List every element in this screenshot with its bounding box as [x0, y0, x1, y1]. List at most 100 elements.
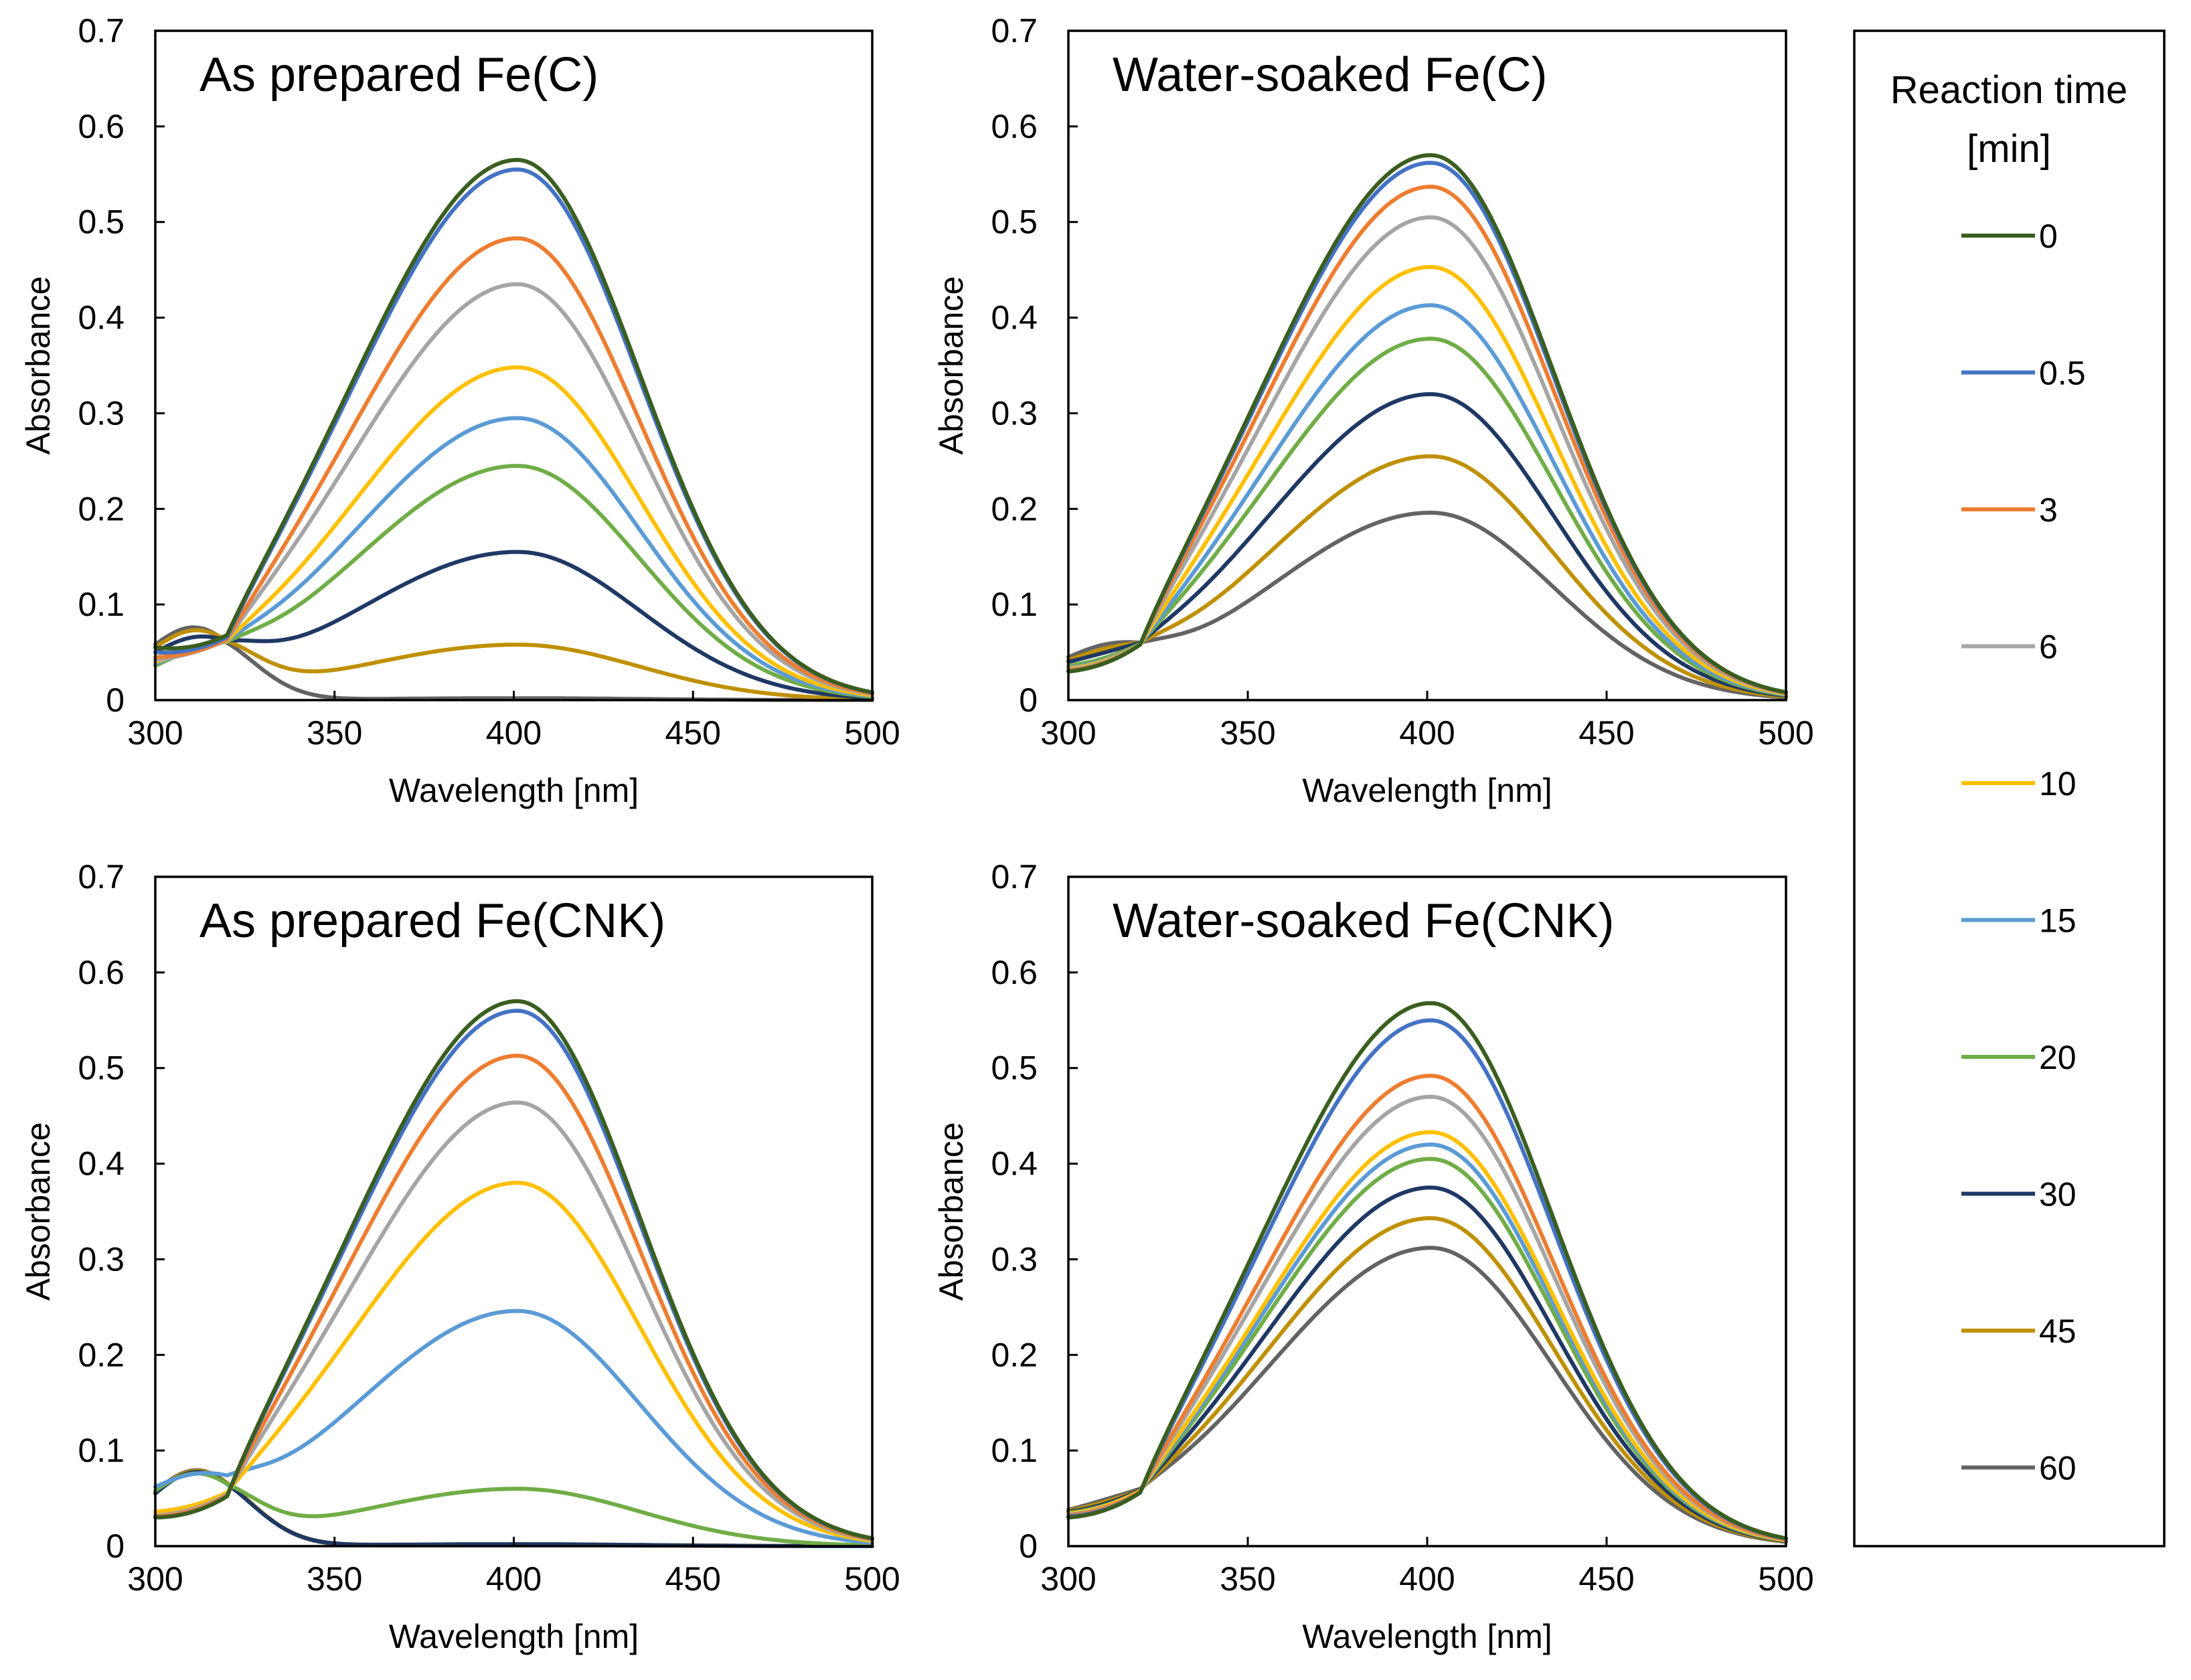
- legend-title-line: Reaction time: [1890, 68, 2128, 112]
- panel-4: 300 350 400 450 500 0 0.1 0.2 0.3 0.4 0.5 0.6 0.7 Wav…: [932, 858, 1814, 1655]
- panel-title: Water-soaked Fe(C): [1113, 48, 1547, 102]
- y-tick-label: 0.6: [78, 108, 125, 145]
- y-tick-label: 0.4: [78, 1145, 125, 1183]
- series-group: [153, 157, 874, 702]
- legend-label: 0: [2039, 218, 2058, 255]
- legend-item: 60: [1961, 1450, 2077, 1487]
- panel-2: 300 350 400 450 500 0 0.1 0.2 0.3 0.4 0.5 0.6 0.7 Wav…: [932, 12, 1814, 809]
- panels: 300 350 400 450 500 0 0.1 0.2 0.3 0.4 0.5 0.6 0.7 Wav…: [19, 12, 1814, 1655]
- legend-label: 15: [2039, 902, 2077, 940]
- series-line-45-min: [1066, 454, 1788, 699]
- series-line-3-min: [1066, 184, 1788, 695]
- series-line-0-min: [1066, 1001, 1788, 1541]
- series-line-30-min: [1066, 392, 1788, 698]
- y-tick-label: 0.4: [991, 1145, 1038, 1183]
- series-line-20-min: [1066, 337, 1788, 697]
- y-tick-label: 0.7: [78, 858, 125, 896]
- panel-3: 300 350 400 450 500 0 0.1 0.2 0.3 0.4 0.5 0.6 0.7 Wav…: [19, 858, 900, 1655]
- series-line-20-min: [153, 1471, 874, 1547]
- legend-item: 20: [1961, 1039, 2077, 1076]
- legend-label: 6: [2039, 628, 2058, 666]
- y-tick-label: 0.3: [991, 1240, 1038, 1278]
- plot-frame: [154, 875, 874, 1547]
- x-axis-label: Wavelength [nm]: [389, 1618, 639, 1655]
- y-tick-label: 0.7: [78, 12, 125, 50]
- y-tick-label: 0.1: [991, 1432, 1038, 1469]
- panel-title: As prepared Fe(CNK): [199, 894, 665, 948]
- legend-item: 10: [1961, 765, 2077, 803]
- legend-item: 30: [1961, 1176, 2077, 1213]
- series-line-3-min: [153, 1054, 874, 1541]
- series-line-0_5-min: [153, 1009, 874, 1541]
- series-line-15-min: [1066, 303, 1788, 697]
- x-tick-label: 400: [1399, 1560, 1455, 1598]
- x-axis-label: Wavelength [nm]: [1302, 772, 1552, 809]
- y-tick-label: 0.6: [991, 108, 1038, 145]
- legend-item: 0: [1961, 218, 2058, 255]
- x-tick-label: 300: [127, 714, 183, 752]
- x-tick-label: 350: [1220, 1560, 1275, 1598]
- y-tick-label: 0.7: [991, 858, 1038, 896]
- y-tick-label: 0.6: [991, 954, 1038, 991]
- legend-label: 10: [2039, 765, 2077, 803]
- y-tick-label: 0.2: [78, 490, 125, 527]
- x-tick-label: 350: [1220, 714, 1275, 752]
- legend-item: 3: [1961, 491, 2058, 529]
- x-tick-label: 300: [1040, 714, 1096, 752]
- legend-label: 30: [2039, 1176, 2077, 1213]
- x-tick-label: 400: [486, 1560, 542, 1598]
- x-tick-label: 300: [127, 1560, 183, 1598]
- x-tick-label: 400: [486, 714, 542, 752]
- y-tick-label: 0.4: [78, 299, 125, 337]
- y-tick-label: 0.4: [991, 299, 1038, 337]
- series-line-10-min: [1066, 264, 1788, 696]
- legend-item: 0.5: [1961, 355, 2086, 392]
- x-tick-label: 500: [844, 1560, 900, 1598]
- series-line-30-min: [1066, 1185, 1788, 1543]
- legend-label: 45: [2039, 1313, 2077, 1350]
- series-line-6-min: [153, 282, 874, 696]
- panel-title: As prepared Fe(C): [199, 48, 598, 102]
- y-tick-label: 0.3: [78, 394, 125, 432]
- series-line-20-min: [153, 464, 874, 699]
- series-line-10-min: [1066, 1130, 1788, 1543]
- series-line-6-min: [1066, 215, 1788, 695]
- series-line-0-min: [153, 999, 874, 1541]
- legend-item: 6: [1961, 628, 2058, 666]
- series-line-0-min: [153, 157, 874, 695]
- series-line-10-min: [153, 365, 874, 697]
- x-tick-label: 500: [844, 714, 900, 752]
- x-tick-label: 500: [1758, 714, 1813, 752]
- series-group: [153, 999, 874, 1548]
- y-tick-label: 0.7: [991, 12, 1038, 50]
- series-line-45-min: [1066, 1216, 1788, 1543]
- panel-title: Water-soaked Fe(CNK): [1113, 894, 1615, 948]
- y-tick-label: 0: [1019, 1527, 1038, 1565]
- y-axis-label: Absorbance: [932, 1122, 970, 1301]
- x-axis-label: Wavelength [nm]: [1302, 1618, 1552, 1655]
- y-tick-label: 0.2: [991, 1336, 1038, 1373]
- y-tick-label: 0.5: [991, 1049, 1038, 1087]
- series-line-3-min: [153, 236, 874, 696]
- y-tick-label: 0.1: [78, 586, 125, 623]
- legend-label: 60: [2039, 1450, 2077, 1487]
- legend-title-line: [min]: [1967, 127, 2051, 171]
- y-axis-label: Absorbance: [19, 276, 57, 455]
- y-tick-label: 0.3: [991, 394, 1038, 432]
- series-line-60-min: [1066, 1246, 1788, 1544]
- series-line-6-min: [1066, 1094, 1788, 1542]
- y-tick-label: 0.1: [78, 1432, 125, 1469]
- y-tick-label: 0.5: [991, 203, 1038, 241]
- legend-label: 20: [2039, 1039, 2077, 1076]
- y-tick-label: 0: [106, 681, 125, 719]
- y-tick-label: 0.2: [78, 1336, 125, 1373]
- x-axis-label: Wavelength [nm]: [389, 772, 639, 809]
- x-tick-label: 450: [665, 1560, 721, 1598]
- y-tick-label: 0.5: [78, 1049, 125, 1087]
- x-tick-label: 450: [665, 714, 721, 752]
- x-tick-label: 350: [307, 1560, 362, 1598]
- y-tick-label: 0: [1019, 681, 1038, 719]
- legend-label: 0.5: [2039, 355, 2086, 392]
- legend-item: 15: [1961, 902, 2077, 940]
